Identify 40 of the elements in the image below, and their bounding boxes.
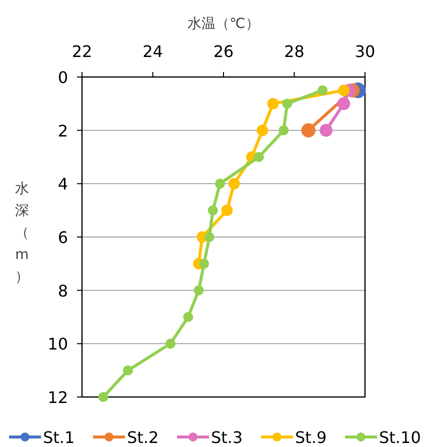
point [282, 98, 292, 109]
x-tick-label: 24 [142, 42, 163, 61]
point [278, 125, 289, 136]
legend-label: St.10 [379, 428, 421, 447]
point [228, 178, 240, 190]
point [183, 312, 194, 322]
y-tick-label: 12 [48, 388, 68, 407]
y-tick-label: 2 [58, 121, 68, 140]
point [165, 338, 176, 349]
x-tick-label: 30 [354, 42, 376, 61]
point [214, 178, 225, 189]
x-tick-label: 22 [72, 42, 92, 61]
point [256, 124, 268, 136]
point [337, 97, 350, 110]
x-tick-label: 26 [213, 42, 234, 61]
point [204, 232, 214, 242]
point [199, 258, 210, 269]
point [267, 98, 279, 110]
y-tick-label: 4 [58, 174, 68, 194]
point [221, 204, 233, 216]
point [320, 124, 332, 137]
y-tick-label: 8 [58, 281, 68, 300]
legend-label: St.9 [295, 428, 327, 447]
y-tick-label: 10 [48, 334, 68, 354]
point [338, 84, 350, 96]
point [254, 152, 264, 162]
x-axis-title: 水温（℃） [188, 16, 260, 32]
legend-label: St.1 [43, 428, 75, 447]
y-tick-label: 0 [58, 68, 68, 87]
point [194, 285, 204, 296]
y-tick-label: 6 [58, 228, 68, 247]
point [122, 365, 133, 376]
legend-label: St.2 [127, 428, 159, 447]
point [301, 123, 316, 138]
x-tick-label: 28 [284, 42, 304, 61]
point [98, 392, 108, 402]
y-axis-title: 水深（m） [15, 181, 29, 285]
point [208, 205, 218, 216]
legend-label: St.3 [211, 428, 243, 447]
point [318, 85, 328, 96]
